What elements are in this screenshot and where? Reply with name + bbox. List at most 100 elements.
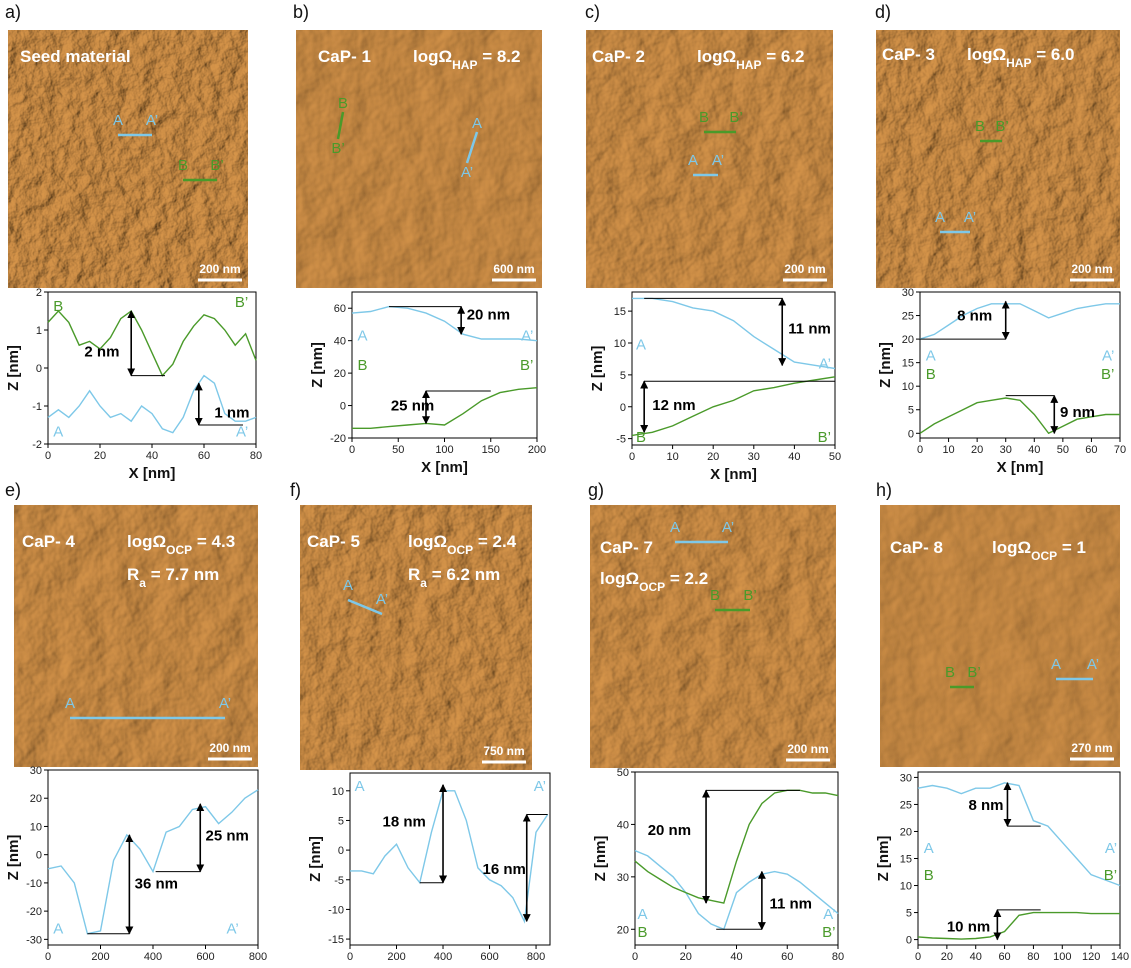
panel-label: d) xyxy=(875,2,891,22)
y-tick-label: 30 xyxy=(902,287,914,299)
x-tick-label: 0 xyxy=(632,951,638,963)
plot-frame xyxy=(350,773,550,945)
profile-label: B’ xyxy=(967,664,980,681)
annotation: A xyxy=(358,328,368,345)
annotation: A’ xyxy=(1102,347,1114,364)
subtitle-part: logΩ xyxy=(967,45,1006,64)
plot-frame xyxy=(48,770,258,945)
x-axis-label: X [nm] xyxy=(710,466,757,483)
x-axis-label: X [nm] xyxy=(997,459,1044,476)
x-tick-label: 80 xyxy=(1027,951,1039,963)
x-tick-label: 200 xyxy=(387,951,405,963)
subtitle-part: = 1 xyxy=(1057,538,1086,557)
y-tick-label: -20 xyxy=(330,433,346,445)
image-title: CaP- 8 xyxy=(890,538,943,557)
y-axis-label: Z [nm] xyxy=(307,836,324,882)
profile-label: A’ xyxy=(964,209,976,226)
annotation: A xyxy=(355,778,365,795)
annotation: 16 nm xyxy=(483,861,526,878)
profile-label: A xyxy=(688,152,698,169)
subtitle-part: logΩ xyxy=(408,532,447,551)
profile-label: A’ xyxy=(1087,656,1099,673)
y-tick-label: -15 xyxy=(328,934,344,946)
x-tick-label: 800 xyxy=(249,951,267,963)
y-tick-label: 0 xyxy=(908,428,914,440)
y-tick-label: -2 xyxy=(32,439,42,451)
annotation: B xyxy=(924,867,934,884)
x-axis-label: X [nm] xyxy=(421,459,468,476)
subtitle-part: = 6.2 xyxy=(761,47,804,66)
subtitle-part: logΩ xyxy=(413,47,452,66)
x-tick-label: 400 xyxy=(434,951,452,963)
profile-label: B xyxy=(338,95,348,112)
subtitle-part: HAP xyxy=(736,58,761,72)
x-tick-label: 200 xyxy=(528,444,546,456)
y-tick-label: 5 xyxy=(338,815,344,827)
profile-label: B’ xyxy=(210,157,223,174)
profile-label: B xyxy=(975,118,985,135)
y-tick-label: 10 xyxy=(902,381,914,393)
x-tick-label: 80 xyxy=(832,951,844,963)
subtitle-part: = 8.2 xyxy=(477,47,520,66)
x-tick-label: 20 xyxy=(94,450,106,462)
profile-label: B xyxy=(699,109,709,126)
subtitle-part: = 2.4 xyxy=(473,532,517,551)
y-tick-label: 20 xyxy=(902,334,914,346)
x-tick-label: 60 xyxy=(998,951,1010,963)
profile-line-series xyxy=(920,304,1120,339)
profile-label: A xyxy=(65,695,75,712)
subtitle-part: OCP xyxy=(447,543,473,557)
x-tick-label: 0 xyxy=(45,450,51,462)
y-tick-label: 20 xyxy=(30,793,42,805)
x-tick-label: 0 xyxy=(915,951,921,963)
subtitle-part: logΩ xyxy=(600,569,639,588)
annotation: B’ xyxy=(818,429,831,446)
annotation: 2 nm xyxy=(84,344,119,361)
x-axis-label: X [nm] xyxy=(129,465,176,482)
x-tick-label: 40 xyxy=(788,451,800,463)
y-tick-label: 1 xyxy=(36,325,42,337)
x-tick-label: 120 xyxy=(1082,951,1100,963)
subtitle-part: logΩ xyxy=(992,538,1031,557)
image-title: CaP- 5 xyxy=(307,532,360,551)
x-tick-label: 40 xyxy=(970,951,982,963)
subtitle-part: = 7.7 nm xyxy=(146,565,219,584)
annotation: A’ xyxy=(236,423,248,440)
panel-label: a) xyxy=(5,2,21,22)
y-tick-label: -20 xyxy=(26,906,42,918)
subtitle-part: = 6.2 nm xyxy=(427,565,500,584)
annotation: 20 nm xyxy=(648,822,691,839)
profile-label: A’ xyxy=(461,164,473,181)
x-tick-label: 100 xyxy=(435,444,453,456)
profile-label: A xyxy=(113,112,123,129)
image-title: CaP- 1 xyxy=(318,47,371,66)
subtitle-part: logΩ xyxy=(697,47,736,66)
plot-frame xyxy=(632,292,835,445)
y-axis-label: Z [nm] xyxy=(592,836,609,882)
x-tick-label: 20 xyxy=(707,451,719,463)
scale-bar-label: 200 nm xyxy=(209,741,250,755)
y-tick-label: 10 xyxy=(614,338,626,350)
profile-line-series xyxy=(48,790,258,934)
y-tick-label: -5 xyxy=(334,875,344,887)
profile-line-series xyxy=(918,783,1120,886)
panel-label: f) xyxy=(290,480,301,500)
profile-label: A’ xyxy=(376,591,388,608)
x-tick-label: 30 xyxy=(748,451,760,463)
y-tick-label: 30 xyxy=(617,872,629,884)
annotation: 20 nm xyxy=(467,307,510,324)
panel-label: g) xyxy=(588,480,604,500)
x-tick-label: 200 xyxy=(91,951,109,963)
annotation: 25 nm xyxy=(391,397,434,414)
x-tick-label: 60 xyxy=(198,450,210,462)
x-tick-label: 80 xyxy=(250,450,262,462)
profile-label: A’ xyxy=(712,152,724,169)
annotation: 11 nm xyxy=(769,895,812,912)
y-tick-label: -5 xyxy=(616,434,626,446)
y-tick-label: 2 xyxy=(36,287,42,299)
x-tick-label: 40 xyxy=(1028,444,1040,456)
profile-label: B xyxy=(945,664,955,681)
annotation: 25 nm xyxy=(206,828,249,845)
y-tick-label: 15 xyxy=(900,854,912,866)
annotation: 10 nm xyxy=(947,918,990,935)
